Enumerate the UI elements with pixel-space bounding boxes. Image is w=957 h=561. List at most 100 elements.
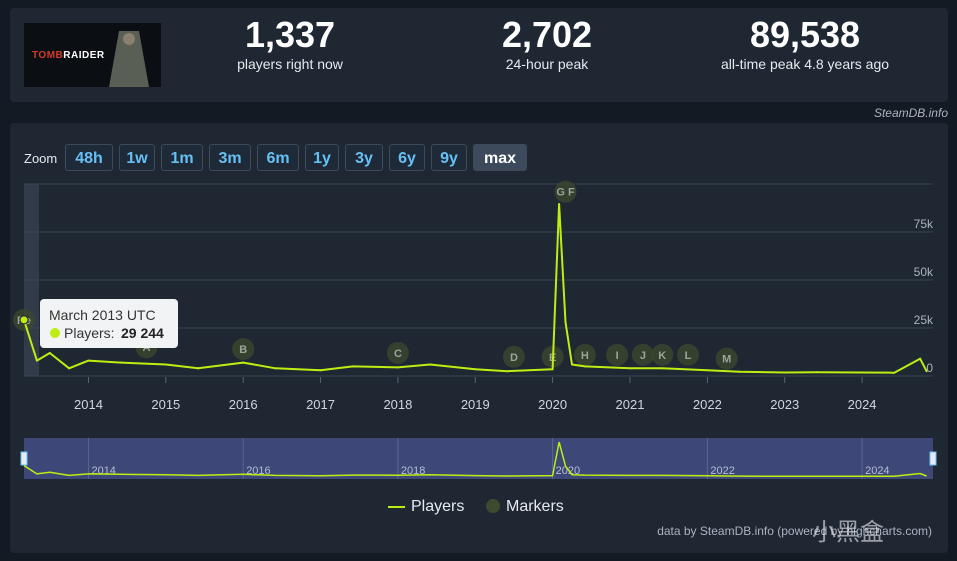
legend-markers[interactable]: Markers	[486, 498, 564, 516]
x-tick-label: 2022	[693, 397, 722, 412]
stat-label: 24-hour peak	[505, 56, 589, 72]
marker-h[interactable]	[573, 343, 596, 366]
data-point[interactable]	[68, 367, 71, 370]
legend-players[interactable]: Players	[388, 498, 464, 516]
data-point[interactable]	[274, 367, 277, 370]
x-tick-label: 2016	[229, 397, 258, 412]
data-point[interactable]	[242, 361, 245, 364]
marker-label: L	[685, 350, 692, 362]
data-point[interactable]	[119, 361, 122, 364]
legend-players-label: Players	[411, 498, 465, 515]
marker-d[interactable]	[502, 345, 525, 368]
zoom-button-6m[interactable]: 6m	[257, 144, 299, 171]
game-logo[interactable]: TOMBRAIDER	[24, 23, 161, 87]
marker-g-f[interactable]	[554, 180, 577, 203]
x-tick-label: 2023	[770, 397, 799, 412]
data-point[interactable]	[629, 367, 631, 370]
x-tick-label: 2021	[616, 397, 645, 412]
navigator-area[interactable]	[24, 438, 933, 479]
marker-i[interactable]	[606, 343, 629, 366]
data-point[interactable]	[564, 321, 567, 324]
data-point[interactable]	[48, 351, 51, 354]
data-point[interactable]	[506, 370, 509, 373]
navigator-tick-label: 2022	[710, 465, 734, 477]
tooltip-series-label: Players:	[64, 325, 115, 341]
hover-point	[19, 315, 29, 325]
tooltip-title: March 2013 UTC	[49, 307, 156, 323]
marker-label: C	[394, 348, 402, 360]
zoom-button-1y[interactable]: 1y	[305, 144, 339, 171]
stat-current-players: 1,337 players right now	[232, 14, 348, 73]
zoom-button-6y[interactable]: 6y	[389, 144, 425, 171]
marker-label: A	[143, 342, 151, 354]
data-point[interactable]	[319, 369, 322, 372]
data-point[interactable]	[35, 359, 38, 362]
zoom-button-max[interactable]: max	[473, 144, 527, 171]
data-point[interactable]	[87, 359, 90, 362]
zoom-button-1m[interactable]: 1m	[161, 144, 203, 171]
data-credit-link[interactable]: data by SteamDB.info (powered by highcha…	[657, 524, 932, 538]
steamdb-credit-link[interactable]: SteamDB.info	[873, 106, 948, 120]
navigator-tick-label: 2018	[401, 465, 425, 477]
data-point[interactable]	[661, 367, 664, 370]
stat-24h-peak: 2,702 24-hour peak	[487, 16, 607, 73]
marker-label: B	[239, 344, 247, 356]
stat-value: 89,538	[749, 14, 861, 55]
marker-m[interactable]	[715, 347, 738, 370]
x-tick-label: 2014	[74, 397, 103, 412]
data-point[interactable]	[570, 363, 573, 366]
stat-label: all-time peak 4.8 years ago	[720, 56, 890, 72]
navigator-tick-label: 2014	[91, 465, 115, 477]
stat-value: 1,337	[244, 14, 336, 55]
y-tick-label: 25k	[914, 313, 934, 327]
tooltip-box	[40, 299, 178, 348]
zoom-button-9y[interactable]: 9y	[431, 144, 467, 171]
zoom-button-3m[interactable]: 3m	[209, 144, 251, 171]
y-tick-label: 75k	[914, 217, 934, 231]
x-tick-label: 2015	[151, 397, 180, 412]
stats-panel	[10, 8, 948, 102]
marker-j[interactable]	[631, 343, 654, 366]
data-point[interactable]	[474, 368, 477, 371]
data-point[interactable]	[396, 366, 399, 369]
navigator-handle-left[interactable]	[20, 451, 28, 466]
marker-c[interactable]	[386, 341, 409, 364]
data-point[interactable]	[583, 365, 586, 368]
data-point[interactable]	[783, 371, 786, 374]
data-point[interactable]	[429, 363, 432, 366]
data-point[interactable]	[893, 371, 896, 374]
marker-b[interactable]	[232, 338, 255, 361]
data-point[interactable]	[351, 365, 354, 368]
data-point[interactable]	[861, 371, 864, 374]
marker-k[interactable]	[651, 343, 674, 366]
marker-label: H	[581, 350, 589, 362]
legend-markers-label: Markers	[506, 498, 564, 515]
watermark-text: 小黑盒	[812, 519, 884, 546]
logo-art	[24, 23, 161, 87]
zoom-button-3y[interactable]: 3y	[345, 144, 383, 171]
stat-all-time-peak: 89,538 all-time peak 4.8 years ago	[700, 14, 910, 73]
zoom-button-1w[interactable]: 1w	[119, 144, 155, 171]
data-point[interactable]	[919, 357, 922, 360]
y-tick-label: 0	[926, 361, 933, 375]
data-point[interactable]	[558, 203, 561, 206]
marker-label: D	[510, 352, 518, 364]
data-point[interactable]	[706, 369, 709, 372]
data-point[interactable]	[738, 370, 741, 373]
marker-label: J	[640, 350, 646, 362]
data-point[interactable]	[164, 363, 167, 366]
marker-l[interactable]	[677, 343, 700, 366]
data-point[interactable]	[551, 368, 554, 371]
x-tick-label: 2020	[538, 397, 567, 412]
y-tick-label: 50k	[914, 265, 934, 279]
data-point[interactable]	[815, 371, 818, 374]
data-point[interactable]	[197, 367, 200, 370]
legend-line-icon	[388, 505, 405, 508]
x-tick-label: 2018	[383, 397, 412, 412]
marker-label: K	[658, 350, 666, 362]
zoom-button-48h[interactable]: 48h	[65, 144, 113, 171]
data-point[interactable]	[925, 370, 928, 373]
marker-label: M	[722, 354, 731, 366]
navigator-handle-right[interactable]	[929, 451, 937, 466]
